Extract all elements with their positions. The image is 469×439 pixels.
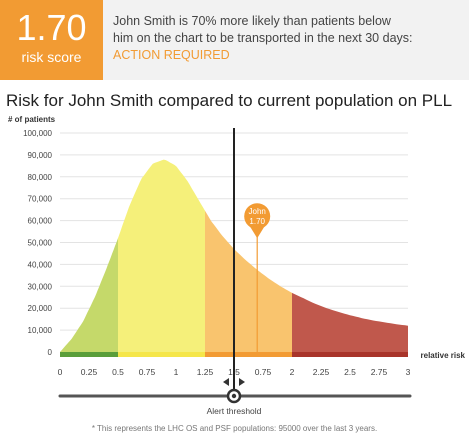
x-tick-label: 2.75 xyxy=(371,367,388,377)
y-tick-label: 100,000 xyxy=(23,129,52,138)
x-tick-label: 2.5 xyxy=(344,367,356,377)
risk-band-baseline xyxy=(292,352,408,357)
y-tick-label: 30,000 xyxy=(28,282,53,291)
x-tick-label: 1 xyxy=(174,367,179,377)
patient-marker-pin xyxy=(244,203,271,230)
alert-message-line-1: John Smith is 70% more likely than patie… xyxy=(113,14,391,28)
x-axis-label: relative risk xyxy=(421,351,466,360)
risk-band-area xyxy=(292,292,408,352)
y-tick-label: 20,000 xyxy=(28,304,53,313)
y-tick-label: 50,000 xyxy=(28,239,53,248)
x-tick-label: 0.75 xyxy=(139,367,156,377)
x-tick-label: 0 xyxy=(58,367,63,377)
risk-band-baseline xyxy=(118,352,205,357)
chart-title: Risk for John Smith compared to current … xyxy=(6,91,453,110)
y-tick-label: 60,000 xyxy=(28,217,53,226)
y-tick-label: 70,000 xyxy=(28,195,53,204)
risk-band-baseline xyxy=(60,352,118,357)
risk-score-label: risk score xyxy=(21,49,82,65)
risk-band-area xyxy=(60,238,118,352)
patient-marker-pointer xyxy=(249,225,266,239)
x-tick-label: 2 xyxy=(290,367,295,377)
threshold-right-arrow xyxy=(239,378,245,386)
x-tick-label: 1.25 xyxy=(197,367,214,377)
risk-band-area xyxy=(205,210,292,352)
y-tick-label: 90,000 xyxy=(28,151,53,160)
x-tick-label: 0.25 xyxy=(81,367,98,377)
x-tick-label: 0.5 xyxy=(112,367,124,377)
risk-score-value: 1.70 xyxy=(16,7,87,48)
patient-marker-name: John xyxy=(249,207,266,216)
threshold-slider-handle-dot xyxy=(231,393,237,399)
alert-threshold-label: Alert threshold xyxy=(207,406,262,416)
action-required-label: ACTION REQUIRED xyxy=(113,48,230,62)
y-tick-label: 10,000 xyxy=(28,326,53,335)
patient-marker-score: 1.70 xyxy=(249,217,265,226)
alert-message-line-2: him on the chart to be transported in th… xyxy=(113,31,413,45)
y-tick-label: 40,000 xyxy=(28,260,53,269)
risk-band-baseline xyxy=(205,352,292,357)
x-tick-label: 0.75 xyxy=(255,367,272,377)
y-tick-label: 80,000 xyxy=(28,173,53,182)
alert-message: John Smith is 70% more likely than patie… xyxy=(103,0,469,80)
risk-band-area xyxy=(118,159,205,352)
x-tick-label: 3 xyxy=(406,367,411,377)
footnote: * This represents the LHC OS and PSF pop… xyxy=(91,424,378,433)
threshold-left-arrow xyxy=(223,378,229,386)
x-tick-label: 2.25 xyxy=(313,367,330,377)
y-tick-label: 0 xyxy=(48,348,53,357)
alert-banner: 1.70 risk score John Smith is 70% more l… xyxy=(0,0,469,80)
y-axis-label: # of patients xyxy=(8,115,56,124)
risk-score-box: 1.70 risk score xyxy=(0,0,103,80)
